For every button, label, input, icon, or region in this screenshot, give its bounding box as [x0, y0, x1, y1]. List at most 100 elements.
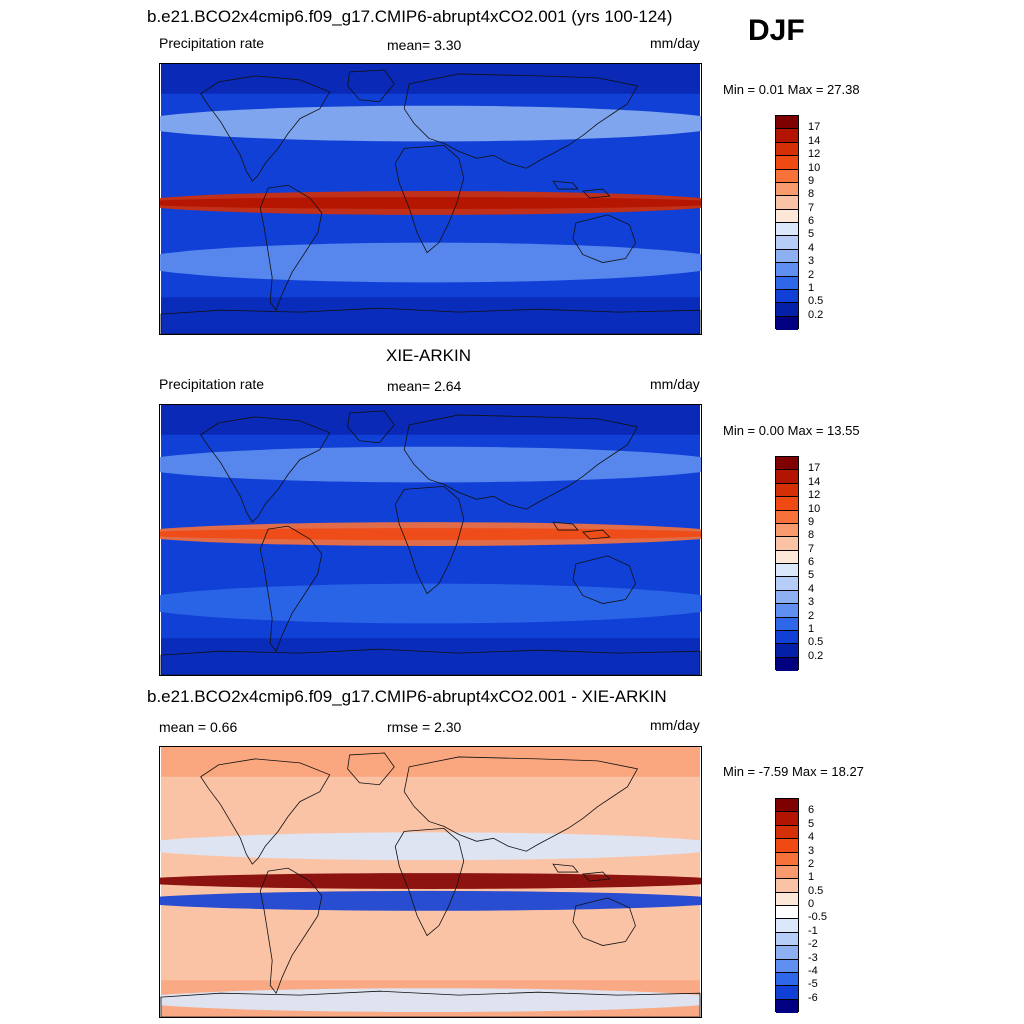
colorbar-swatch: [776, 617, 798, 631]
colorbar-tick-label: 8: [808, 188, 815, 201]
panel-2-variable-label: Precipitation rate: [159, 376, 265, 392]
precip-field: [160, 747, 701, 1017]
colorbar-tick-label: 9: [808, 515, 815, 528]
coastline: [200, 758, 331, 865]
colorbar-swatch: [776, 657, 798, 671]
colorbar-swatch: [776, 564, 798, 578]
precip-field: [160, 64, 701, 334]
panel-2-title: XIE-ARKIN: [386, 346, 472, 365]
panel-1-map: [159, 63, 702, 335]
colorbar-tick-label: 5: [808, 228, 815, 241]
coastline: [552, 863, 579, 873]
colorbar-tick-label: 17: [808, 462, 821, 475]
panel-1-variable-label: Precipitation rate: [159, 35, 265, 51]
colorbar-tick-label: 2: [808, 857, 815, 870]
colorbar-tick-label: 0: [808, 898, 815, 910]
colorbar-tick-label: 0.2: [808, 649, 824, 662]
coastline: [581, 529, 611, 540]
colorbar-tick-label: 0.5: [808, 636, 824, 649]
colorbar-tick-label: 10: [808, 502, 821, 515]
panel-3-mean-label: mean = 0.66: [159, 719, 238, 735]
colorbar-tick-label: 0.2: [808, 308, 824, 321]
panel-3-units-label: mm/day: [650, 717, 700, 733]
coastline: [259, 184, 323, 311]
colorbar-swatch: [776, 497, 798, 511]
colorbar-tick-label: 4: [808, 831, 815, 844]
colorbar-swatch: [776, 169, 798, 183]
colorbar-swatch: [776, 523, 798, 538]
coastline: [347, 410, 395, 444]
colorbar-tick-label: -6: [808, 991, 818, 1004]
colorbar-swatch: [776, 986, 798, 1000]
colorbar-tick-label: 7: [808, 201, 815, 214]
panel-3-minmax: Min = -7.59 Max = 18.27: [723, 764, 864, 779]
panel-3-rmse-label: rmse = 2.30: [387, 719, 462, 735]
colorbar-swatch: [776, 196, 798, 210]
colorbar-swatch: [776, 276, 798, 290]
colorbar-swatch: [776, 999, 798, 1013]
colorbar-swatch: [776, 289, 798, 304]
coastline: [403, 756, 639, 852]
colorbar-tick-label: 1: [808, 622, 815, 635]
colorbar-tick-label: 0.5: [808, 884, 824, 897]
colorbar-swatch: [776, 142, 798, 157]
colorbar-tick-label: -5: [808, 978, 818, 991]
colorbar-swatch: [776, 879, 798, 893]
coastline: [347, 752, 395, 786]
colorbar-tick-label: 5: [808, 569, 815, 582]
colorbar-swatch: [776, 470, 798, 484]
colorbar-swatch: [776, 537, 798, 551]
colorbar-swatch: [776, 577, 798, 591]
colorbar-swatch: [776, 932, 798, 947]
colorbar-swatch: [776, 182, 798, 197]
colorbar-tick-label: 1: [808, 871, 815, 884]
colorbar-swatch: [776, 825, 798, 840]
panel-2-mean-label: mean= 2.64: [387, 378, 462, 394]
colorbar-swatch: [776, 865, 798, 880]
colorbar-swatch: [776, 249, 798, 264]
coastline: [572, 555, 636, 604]
precip-field: [160, 405, 701, 675]
colorbar-swatch: [776, 116, 798, 130]
coastline: [581, 871, 611, 882]
colorbar-swatch: [776, 483, 798, 498]
colorbar-swatch: [776, 457, 798, 471]
panel-1-colorbar: [775, 115, 799, 330]
colorbar-swatch: [776, 946, 798, 960]
colorbar-swatch: [776, 959, 798, 973]
colorbar-tick-label: 8: [808, 529, 815, 542]
colorbar-tick-label: 4: [808, 241, 815, 254]
season-label: DJF: [748, 14, 805, 47]
colorbar-swatch: [776, 839, 798, 853]
coastline: [394, 827, 465, 937]
coastline: [552, 180, 579, 190]
colorbar-swatch: [776, 156, 798, 170]
colorbar-swatch: [776, 604, 798, 618]
colorbar-swatch: [776, 209, 798, 223]
colorbar-tick-label: 9: [808, 174, 815, 187]
colorbar-tick-label: 2: [808, 268, 815, 281]
colorbar-tick-label: -2: [808, 938, 818, 951]
colorbar-tick-label: 3: [808, 596, 815, 609]
colorbar-tick-label: 17: [808, 121, 821, 134]
colorbar-swatch: [776, 630, 798, 645]
coastline: [347, 69, 395, 103]
colorbar-tick-label: 14: [808, 475, 821, 488]
colorbar-swatch: [776, 316, 798, 330]
colorbar-swatch: [776, 303, 798, 317]
panel-3-colorbar: [775, 798, 799, 1013]
colorbar-tick-label: -3: [808, 951, 818, 964]
colorbar-swatch: [776, 799, 798, 813]
coastline: [572, 897, 636, 946]
colorbar-swatch: [776, 906, 798, 920]
colorbar-swatch: [776, 919, 798, 933]
colorbar-tick-label: 14: [808, 134, 821, 147]
colorbar-swatch: [776, 550, 798, 564]
coastline: [160, 307, 701, 334]
panel-1-minmax: Min = 0.01 Max = 27.38: [723, 82, 860, 97]
colorbar-swatch: [776, 223, 798, 237]
panel-1-mean-label: mean= 3.30: [387, 37, 462, 53]
colorbar-tick-label: 7: [808, 542, 815, 555]
colorbar-tick-label: 12: [808, 148, 821, 161]
colorbar-swatch: [776, 644, 798, 658]
